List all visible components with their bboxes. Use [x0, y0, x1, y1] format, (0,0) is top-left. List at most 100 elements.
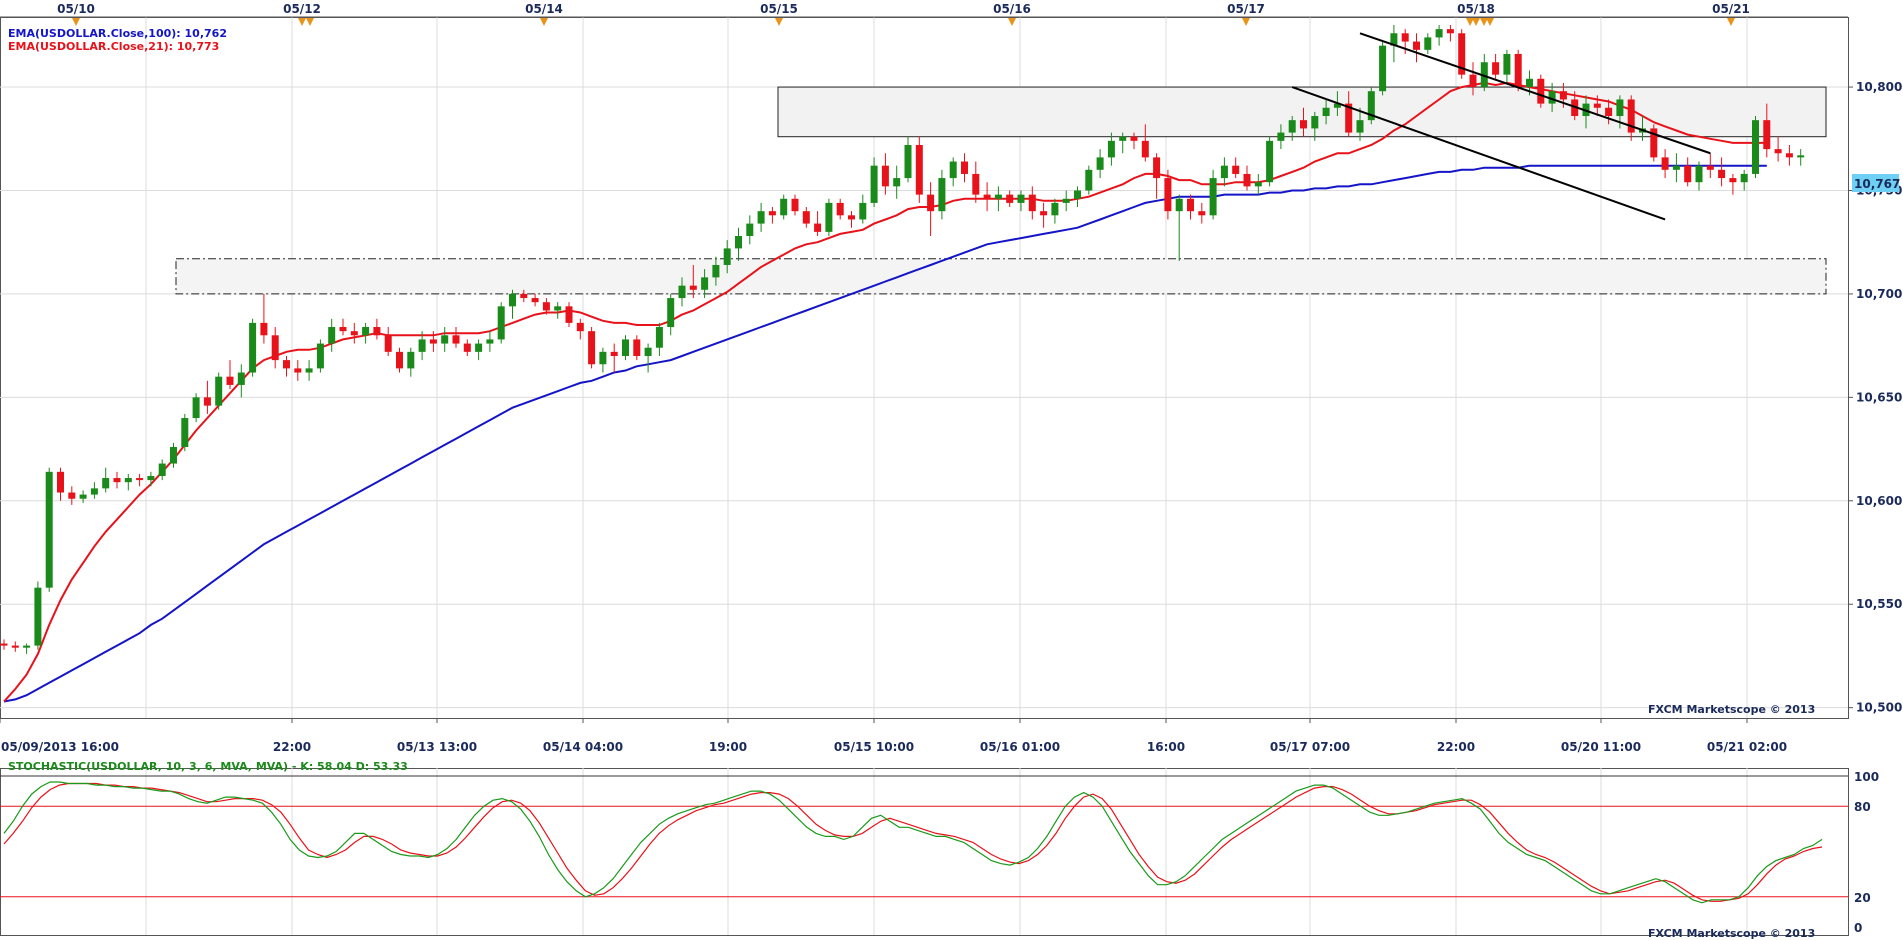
- candle-body: [1062, 198, 1070, 203]
- candle: [1469, 62, 1477, 96]
- candle-body: [1413, 41, 1420, 50]
- candle-body: [1288, 120, 1296, 133]
- candle-body: [689, 285, 697, 290]
- bottom-time-axis: 05/09/2013 16:00 22:00 05/13 13:00 05/14 04…: [0, 718, 1787, 754]
- candle-body: [0, 643, 8, 646]
- candle-body: [1130, 136, 1138, 141]
- candle-body: [1074, 190, 1081, 199]
- candle: [1367, 87, 1375, 125]
- candle: [384, 327, 392, 356]
- stochastic-y-axis: 100 80 20 0: [1854, 770, 1879, 935]
- support-zone: [175, 258, 1827, 295]
- stochastic-panel: 100 80 20 0 STOCHASTIC(USDOLLAR, 10, 3, 6, …: [0, 760, 1879, 940]
- bottom-time-label: 05/15 10:00: [834, 740, 914, 754]
- candle-body: [158, 463, 166, 476]
- candle-body: [859, 202, 867, 220]
- candle-body: [294, 368, 302, 373]
- candle-body: [170, 447, 177, 464]
- candle: [1492, 53, 1500, 79]
- candle-body: [362, 327, 370, 336]
- candle-body: [23, 645, 31, 648]
- event-marker: [1242, 18, 1250, 26]
- candle: [249, 318, 257, 377]
- candle: [1311, 111, 1319, 141]
- candle: [983, 182, 991, 212]
- candle-body: [949, 161, 957, 179]
- bottom-time-label: 22:00: [273, 740, 311, 754]
- candle: [1706, 153, 1714, 179]
- candle-body: [542, 302, 550, 311]
- candle-body: [1107, 140, 1115, 158]
- candle: [441, 327, 449, 352]
- event-marker: [1466, 18, 1474, 26]
- candle: [1051, 198, 1059, 224]
- bottom-time-label: 05/21 02:00: [1707, 740, 1787, 754]
- candle-body: [1458, 33, 1466, 75]
- last-price-label: 10,767: [1854, 177, 1900, 191]
- candle-body: [1277, 132, 1285, 141]
- top-date-axis: 05/10 05/12 05/14 05/15 05/16 05/17 05/18 05/21: [0, 2, 1848, 26]
- stochastic-gridlines: [0, 768, 1848, 935]
- top-date-label: 05/18: [1457, 2, 1495, 16]
- candle-body: [1492, 62, 1500, 75]
- candle: [1266, 136, 1274, 187]
- bottom-time-label: 05/16 01:00: [980, 740, 1060, 754]
- candle: [972, 161, 980, 203]
- candle: [1627, 95, 1635, 141]
- candle: [678, 277, 686, 307]
- candle: [23, 643, 31, 654]
- candle-body: [927, 194, 935, 212]
- candle-body: [1345, 103, 1353, 133]
- candle: [610, 343, 618, 373]
- stochastic-y-tick-label: 80: [1854, 800, 1871, 814]
- candle-body: [316, 343, 324, 369]
- candle-body: [1752, 120, 1759, 174]
- candle: [1062, 190, 1070, 212]
- candle-body: [1028, 194, 1036, 212]
- candle-body: [1119, 136, 1127, 141]
- candle-body: [203, 397, 211, 406]
- candle-body: [780, 198, 788, 216]
- stochastic-k-line: [3, 781, 1823, 904]
- candle-body: [1593, 103, 1601, 108]
- candle-body: [1785, 153, 1793, 158]
- candle-body: [1514, 53, 1522, 88]
- candle-body: [90, 488, 98, 495]
- last-price-marker: 10,767: [1852, 174, 1900, 192]
- ema100-layer: [3, 164, 1767, 703]
- price-y-tick-label: 10,650: [1856, 390, 1902, 404]
- candle-body: [1706, 165, 1714, 170]
- candle: [870, 157, 878, 208]
- candle-body: [554, 306, 562, 311]
- candle: [124, 473, 132, 491]
- candle-body: [848, 215, 855, 220]
- candle: [881, 153, 889, 195]
- candle-body: [418, 339, 426, 352]
- candle: [1017, 190, 1025, 212]
- candle-body: [723, 248, 731, 265]
- top-date-label: 05/21: [1712, 2, 1750, 16]
- candle: [283, 355, 290, 377]
- candle-body: [588, 331, 596, 365]
- candle-body: [1300, 120, 1307, 129]
- candle: [723, 240, 731, 274]
- candle: [203, 380, 211, 414]
- event-marker: [1472, 18, 1480, 26]
- candle: [1107, 132, 1115, 166]
- candle-body: [79, 494, 87, 499]
- candle: [158, 459, 166, 481]
- candle: [1187, 194, 1194, 220]
- candle-body: [701, 277, 709, 290]
- candle-body: [497, 306, 505, 340]
- price-panel: 10,50010,55010,60010,65010,70010,75010,8…: [0, 2, 1902, 754]
- candle-body: [1051, 202, 1059, 216]
- candle-body: [1356, 120, 1364, 133]
- candle-body: [1526, 78, 1533, 88]
- candle-body: [1232, 165, 1240, 174]
- event-marker: [1486, 18, 1494, 26]
- candle: [814, 211, 822, 237]
- candle-body: [68, 492, 76, 499]
- top-date-label: 05/10: [57, 2, 95, 16]
- candle: [1153, 153, 1161, 199]
- candle-body: [1672, 165, 1680, 170]
